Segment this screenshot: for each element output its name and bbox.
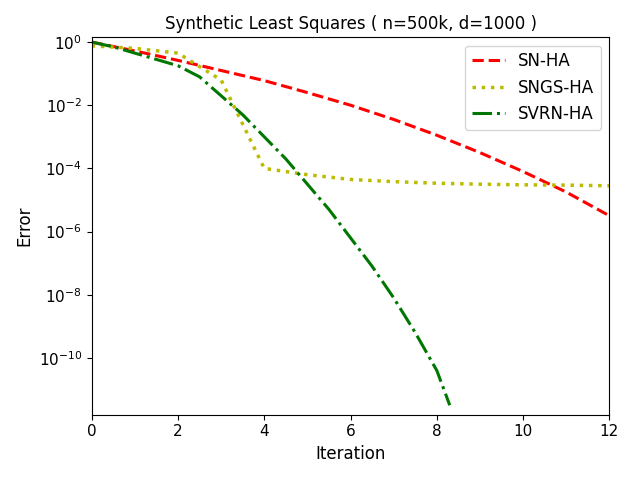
- SN-HA: [433, 132, 441, 138]
- SVRN-HA: [390, 295, 398, 301]
- SVRN-HA: [282, 156, 290, 162]
- SN-HA: [476, 150, 484, 155]
- SNGS-HA: [476, 181, 484, 187]
- SN-HA: [88, 39, 96, 45]
- Legend: SN-HA, SNGS-HA, SVRN-HA: SN-HA, SNGS-HA, SVRN-HA: [465, 46, 601, 130]
- Title: Synthetic Least Squares ( n=500k, d=1000 ): Synthetic Least Squares ( n=500k, d=1000…: [165, 15, 536, 33]
- SNGS-HA: [605, 183, 613, 189]
- SNGS-HA: [174, 50, 182, 56]
- SN-HA: [261, 78, 268, 84]
- SVRN-HA: [433, 368, 441, 373]
- SNGS-HA: [519, 182, 527, 188]
- SN-HA: [304, 90, 311, 96]
- SVRN-HA: [88, 39, 96, 45]
- SVRN-HA: [110, 44, 117, 50]
- SN-HA: [390, 117, 398, 122]
- SNGS-HA: [261, 165, 268, 171]
- SNGS-HA: [304, 172, 311, 178]
- SNGS-HA: [562, 182, 570, 188]
- SVRN-HA: [261, 134, 268, 140]
- SVRN-HA: [217, 93, 225, 98]
- SVRN-HA: [446, 402, 453, 408]
- SNGS-HA: [390, 179, 398, 185]
- SN-HA: [562, 189, 570, 195]
- SVRN-HA: [131, 50, 139, 56]
- SNGS-HA: [433, 180, 441, 186]
- SNGS-HA: [217, 77, 225, 83]
- SVRN-HA: [239, 112, 247, 118]
- SVRN-HA: [411, 330, 419, 336]
- SN-HA: [519, 169, 527, 174]
- SVRN-HA: [368, 263, 376, 269]
- SNGS-HA: [131, 45, 139, 51]
- Line: SNGS-HA: SNGS-HA: [92, 46, 609, 186]
- SN-HA: [131, 48, 139, 54]
- SVRN-HA: [347, 235, 354, 241]
- SVRN-HA: [304, 181, 311, 187]
- Y-axis label: Error: Error: [15, 206, 33, 246]
- SN-HA: [217, 67, 225, 73]
- SVRN-HA: [196, 74, 204, 80]
- Line: SVRN-HA: SVRN-HA: [92, 42, 450, 405]
- SVRN-HA: [325, 206, 333, 212]
- SVRN-HA: [153, 56, 160, 62]
- X-axis label: Iteration: Iteration: [315, 445, 385, 463]
- SVRN-HA: [174, 63, 182, 69]
- SNGS-HA: [88, 43, 96, 49]
- SN-HA: [347, 102, 354, 108]
- SN-HA: [605, 213, 613, 218]
- SNGS-HA: [347, 176, 354, 182]
- Line: SN-HA: SN-HA: [92, 42, 609, 216]
- SN-HA: [174, 57, 182, 63]
